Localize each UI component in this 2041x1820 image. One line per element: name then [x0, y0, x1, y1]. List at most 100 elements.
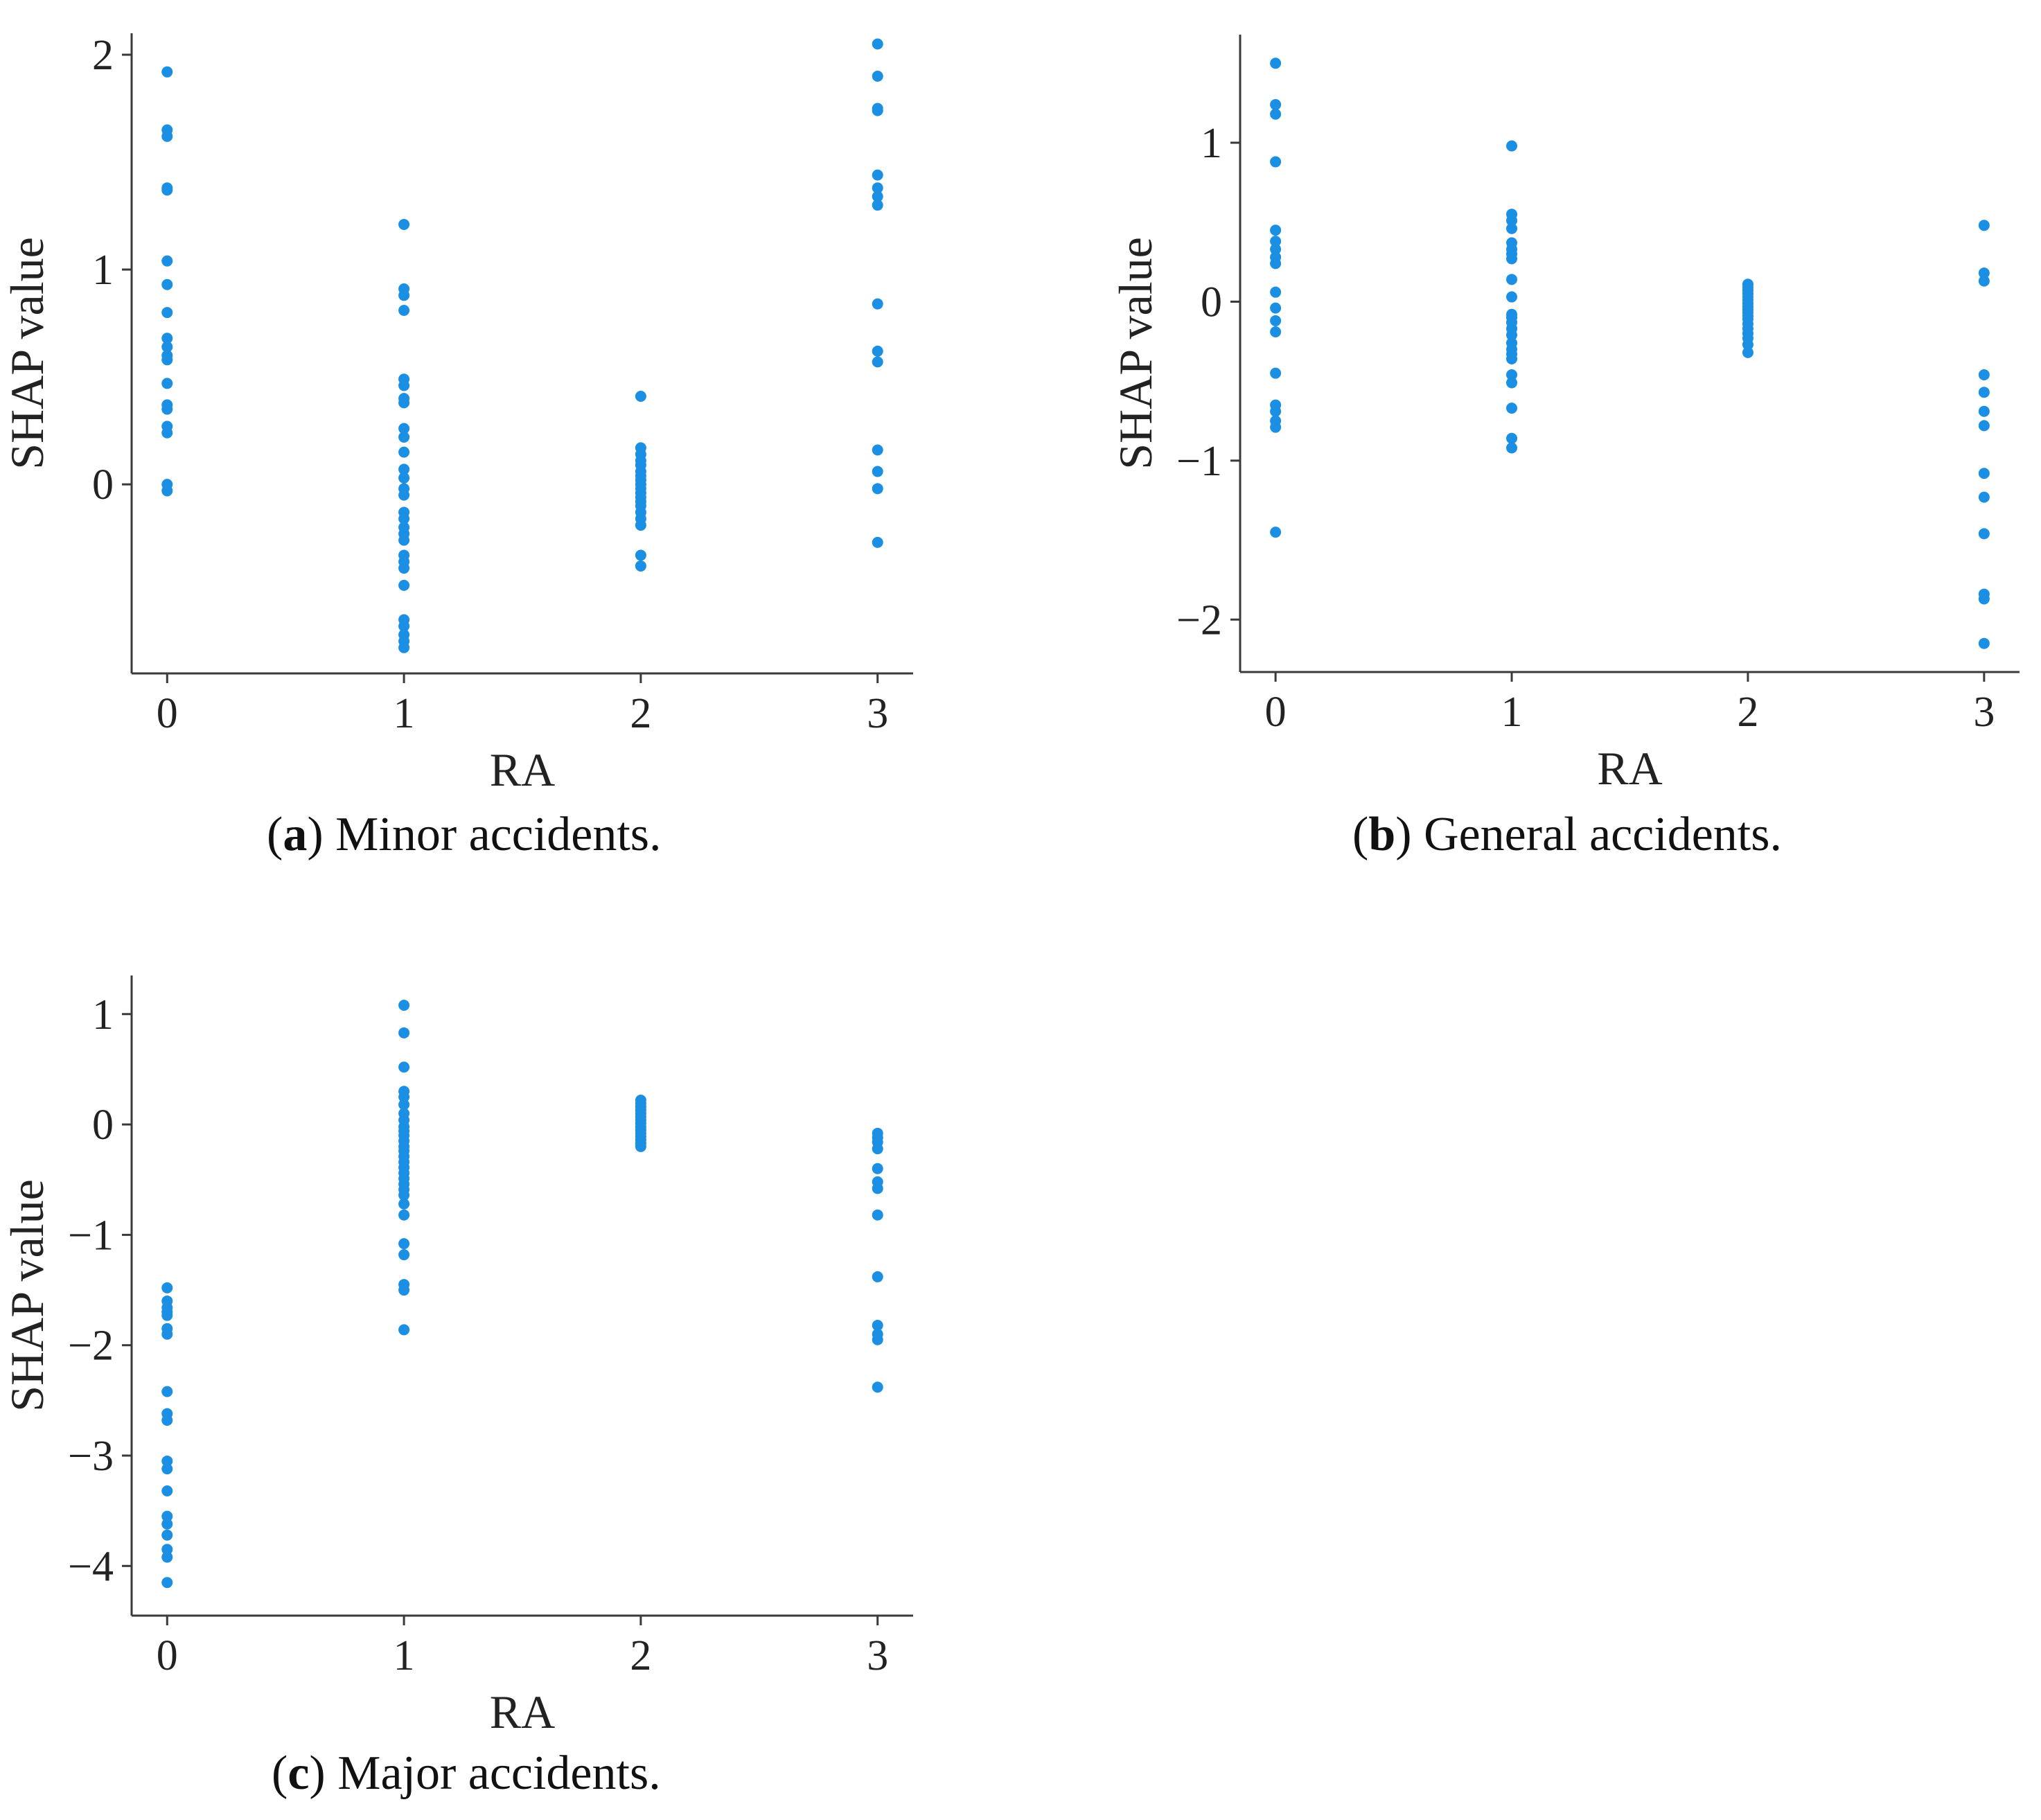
point-a-x0-4 [161, 184, 173, 196]
point-c-x1-25 [398, 1249, 410, 1261]
point-a-x0-6 [161, 279, 173, 290]
point-c-x0-12 [161, 1485, 173, 1496]
caption-a: (a) Minor accidents. [267, 808, 662, 861]
x-tick-label-b-2: 2 [1737, 689, 1758, 736]
point-b-x0-0 [1270, 58, 1282, 69]
y-tick-label-a-2: 2 [92, 32, 114, 79]
point-a-x3-8 [872, 298, 883, 310]
x-axis-title-a: RA [490, 743, 555, 796]
x-tick-label-c-1: 1 [394, 1632, 415, 1679]
point-a-x0-18 [161, 485, 173, 497]
point-a-x3-13 [872, 483, 883, 495]
point-c-x3-12 [872, 1381, 883, 1393]
point-a-x3-10 [872, 356, 883, 368]
y-tick-label-a-0: 0 [92, 461, 114, 509]
point-b-x1-19 [1506, 369, 1518, 380]
point-c-x3-3 [872, 1143, 883, 1155]
point-a-x0-12 [161, 378, 173, 389]
y-tick-label-b-0: −2 [1176, 597, 1222, 644]
point-a-x0-8 [161, 333, 173, 344]
point-a-x2-0 [635, 391, 646, 403]
chart-b: 0 1 2 3 −2 −1 0 1 RA SHAP value [1109, 35, 2020, 795]
point-b-x1-7 [1506, 253, 1518, 265]
point-c-x3-9 [872, 1320, 883, 1332]
caption-c: (c) Major accidents. [272, 1747, 661, 1800]
point-b-x0-13 [1270, 367, 1282, 379]
caption-b-text: General accidents. [1424, 808, 1782, 861]
point-a-x1-10 [398, 446, 410, 458]
point-b-x1-18 [1506, 353, 1518, 365]
point-a-x1-8 [398, 423, 410, 434]
point-a-x3-9 [872, 345, 883, 357]
x-tick-label-a-1: 1 [394, 690, 415, 737]
chart-c: 0 1 2 3 −4 −3 −2 −1 0 1 RA SHAP value [1, 975, 913, 1738]
point-a-x3-14 [872, 536, 883, 548]
point-b-x3-11 [1978, 593, 1990, 605]
point-a-x3-3 [872, 105, 883, 116]
point-c-x1-27 [398, 1284, 410, 1296]
point-c-x0-14 [161, 1518, 173, 1530]
point-b-x1-14 [1506, 329, 1518, 341]
point-a-x1-22 [398, 563, 410, 574]
x-tick-label-a-0: 0 [157, 690, 178, 737]
point-a-x1-25 [398, 620, 410, 632]
point-b-x3-8 [1978, 491, 1990, 503]
point-b-x3-1 [1978, 267, 1990, 279]
point-a-x1-9 [398, 431, 410, 443]
y-tick-label-c-5: 1 [92, 991, 114, 1039]
caption-b: (b) General accidents. [1352, 808, 1782, 861]
point-a-x1-7 [398, 397, 410, 409]
point-c-x1-1 [398, 1027, 410, 1039]
point-c-x1-4 [398, 1091, 410, 1103]
y-tick-label-b-1: −1 [1176, 438, 1222, 485]
x-tick-label-b-3: 3 [1973, 689, 1995, 736]
point-b-x1-9 [1506, 291, 1518, 303]
point-b-x0-1 [1270, 98, 1282, 110]
point-b-x1-8 [1506, 274, 1518, 285]
point-c-x0-10 [161, 1455, 173, 1467]
point-a-x1-12 [398, 472, 410, 484]
x-tick-label-c-3: 3 [867, 1632, 888, 1679]
x-tick-label-a-2: 2 [630, 690, 651, 737]
y-tick-label-c-1: −3 [68, 1433, 114, 1480]
point-b-x1-23 [1506, 442, 1518, 454]
point-c-x1-21 [398, 1190, 410, 1201]
point-a-x3-6 [872, 191, 883, 202]
point-c-x0-4 [161, 1309, 173, 1321]
point-b-x0-10 [1270, 302, 1282, 314]
point-a-x0-14 [161, 403, 173, 415]
y-tick-label-c-0: −4 [68, 1543, 114, 1590]
point-b-x2-17 [1742, 346, 1753, 358]
point-c-x0-7 [161, 1386, 173, 1397]
caption-a-text: Minor accidents. [335, 808, 662, 861]
point-a-x3-0 [872, 38, 883, 50]
point-a-x1-23 [398, 579, 410, 591]
point-b-x1-20 [1506, 377, 1518, 389]
point-a-x0-0 [161, 66, 173, 78]
y-tick-label-c-2: −2 [68, 1323, 114, 1370]
point-a-x1-5 [398, 380, 410, 391]
y-axis-title-c: SHAP value [1, 1179, 53, 1412]
point-c-x3-6 [872, 1183, 883, 1194]
point-b-x0-8 [1270, 258, 1282, 270]
point-c-x1-0 [398, 1000, 410, 1011]
point-a-x3-5 [872, 182, 883, 194]
x-tick-label-b-0: 0 [1265, 689, 1287, 736]
point-c-x1-23 [398, 1209, 410, 1221]
point-b-x3-6 [1978, 420, 1990, 432]
point-b-x3-7 [1978, 468, 1990, 479]
caption-c-text: Major accidents. [337, 1747, 661, 1800]
point-a-x3-4 [872, 169, 883, 181]
point-b-x3-3 [1978, 369, 1990, 380]
point-c-x1-5 [398, 1099, 410, 1111]
point-b-x0-11 [1270, 315, 1282, 326]
x-tick-label-a-3: 3 [867, 690, 888, 737]
point-c-x0-0 [161, 1282, 173, 1293]
point-c-x3-7 [872, 1209, 883, 1221]
point-b-x0-15 [1270, 405, 1282, 417]
caption-b-letter: b [1368, 808, 1396, 861]
point-b-x2-16 [1742, 339, 1753, 351]
point-a-x0-9 [161, 341, 173, 353]
point-c-x0-18 [161, 1577, 173, 1589]
point-b-x3-5 [1978, 405, 1990, 417]
